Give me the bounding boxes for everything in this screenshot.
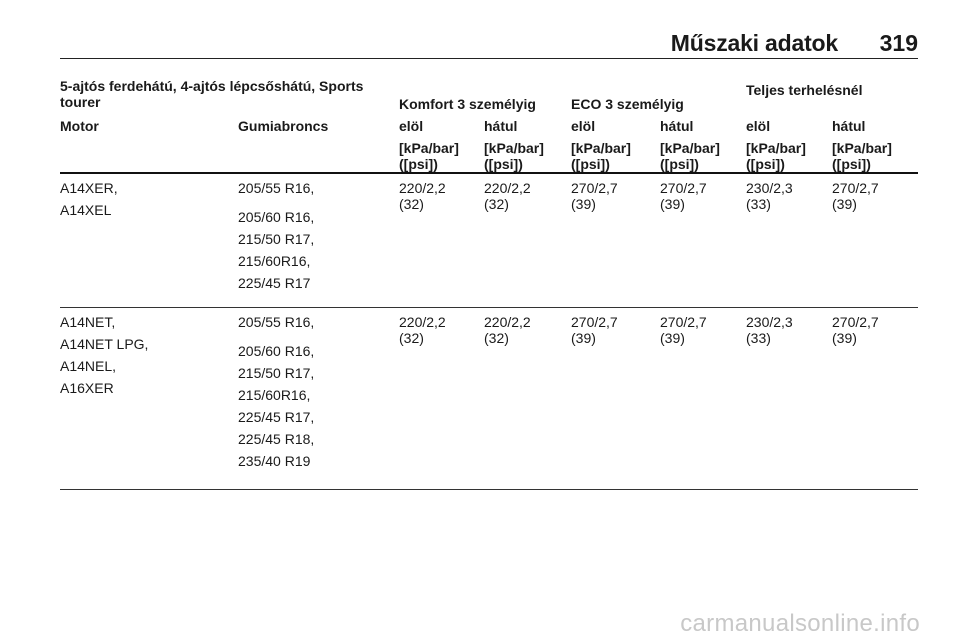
- vehicle-label: 5-ajtós ferdehátú, 4-ajtós lépcsőshátú, …: [60, 78, 363, 110]
- table-row: A14NET, A14NET LPG, A14NEL, A16XER 205/5…: [60, 314, 918, 484]
- col-komfort-rear: hátul: [484, 118, 518, 134]
- motor-item: A14XER,: [60, 180, 118, 196]
- unit-full-front: [kPa/bar] ([psi]): [746, 140, 806, 172]
- pressure-cell: 270/2,7 (39): [571, 180, 618, 212]
- header-rule: [60, 172, 918, 174]
- section-title: Műszaki adatok: [670, 30, 838, 56]
- tyre-item: 235/40 R19: [238, 453, 311, 469]
- motor-item: A14NEL,: [60, 358, 117, 374]
- pressure-cell: 220/2,2 (32): [399, 180, 446, 212]
- pressure-cell: 270/2,7 (39): [832, 314, 879, 346]
- col-tyres: Gumiabroncs: [238, 118, 329, 134]
- tyre-item: 205/55 R16,: [238, 180, 315, 196]
- tyre-item: 205/60 R16,: [238, 343, 315, 359]
- group-komfort: Komfort 3 személyig: [399, 96, 536, 112]
- motor-item: A14NET LPG,: [60, 336, 149, 352]
- motor-list: A14NET, A14NET LPG, A14NEL, A16XER: [60, 311, 148, 399]
- table-header: 5-ajtós ferdehátú, 4-ajtós lépcsőshátú, …: [60, 78, 918, 172]
- pressure-cell: 220/2,2 (32): [399, 314, 446, 346]
- pressure-cell: 220/2,2 (32): [484, 180, 531, 212]
- motor-item: A14XEL: [60, 202, 112, 218]
- tyre-item: 215/60R16,: [238, 253, 311, 269]
- tyre-item: 215/60R16,: [238, 387, 311, 403]
- page-number: 319: [879, 30, 918, 56]
- tyre-list: 205/55 R16, 205/60 R16, 215/50 R17, 215/…: [238, 311, 314, 472]
- motor-list: A14XER, A14XEL: [60, 177, 118, 221]
- pressure-cell: 230/2,3 (33): [746, 180, 793, 212]
- unit-komfort-rear: [kPa/bar] ([psi]): [484, 140, 544, 172]
- pressure-cell: 270/2,7 (39): [571, 314, 618, 346]
- col-eco-front: elöl: [571, 118, 596, 134]
- tyre-list: 205/55 R16, 205/60 R16, 215/50 R17, 215/…: [238, 177, 314, 294]
- pressure-cell: 230/2,3 (33): [746, 314, 793, 346]
- tyre-item: 205/55 R16,: [238, 314, 315, 330]
- group-full-load: Teljes terhelésnél: [746, 82, 863, 98]
- col-eco-rear: hátul: [660, 118, 694, 134]
- col-motor: Motor: [60, 118, 99, 134]
- tyre-item: 215/50 R17,: [238, 365, 315, 381]
- unit-eco-rear: [kPa/bar] ([psi]): [660, 140, 720, 172]
- pressure-cell: 270/2,7 (39): [660, 314, 707, 346]
- watermark-text: carmanualsonline.info: [680, 610, 920, 637]
- col-komfort-front: elöl: [399, 118, 424, 134]
- row-divider: [60, 307, 918, 308]
- tyre-pressure-table: 5-ajtós ferdehátú, 4-ajtós lépcsőshátú, …: [60, 78, 918, 490]
- pressure-cell: 270/2,7 (39): [660, 180, 707, 212]
- tyre-item: 225/45 R17: [238, 275, 311, 291]
- unit-eco-front: [kPa/bar] ([psi]): [571, 140, 631, 172]
- table-row: A14XER, A14XEL 205/55 R16, 205/60 R16, 2…: [60, 180, 918, 304]
- tyre-item: 225/45 R17,: [238, 409, 315, 425]
- unit-full-rear: [kPa/bar] ([psi]): [832, 140, 892, 172]
- vehicle-label-line1: 5-ajtós ferdehátú, 4-ajtós lépcsőshátú, …: [60, 78, 364, 94]
- motor-item: A14NET,: [60, 314, 116, 330]
- unit-komfort-front: [kPa/bar] ([psi]): [399, 140, 459, 172]
- page-header: Műszaki adatok 319: [60, 14, 918, 59]
- tyre-item: 225/45 R18,: [238, 431, 315, 447]
- tyre-item: 205/60 R16,: [238, 209, 315, 225]
- tyre-item: 215/50 R17,: [238, 231, 315, 247]
- pressure-cell: 270/2,7 (39): [832, 180, 879, 212]
- group-eco: ECO 3 személyig: [571, 96, 684, 112]
- vehicle-label-line2: tourer: [60, 94, 101, 110]
- col-full-rear: hátul: [832, 118, 866, 134]
- pressure-cell: 220/2,2 (32): [484, 314, 531, 346]
- col-full-front: elöl: [746, 118, 771, 134]
- motor-item: A16XER: [60, 380, 114, 396]
- table-bottom-rule: [60, 489, 918, 490]
